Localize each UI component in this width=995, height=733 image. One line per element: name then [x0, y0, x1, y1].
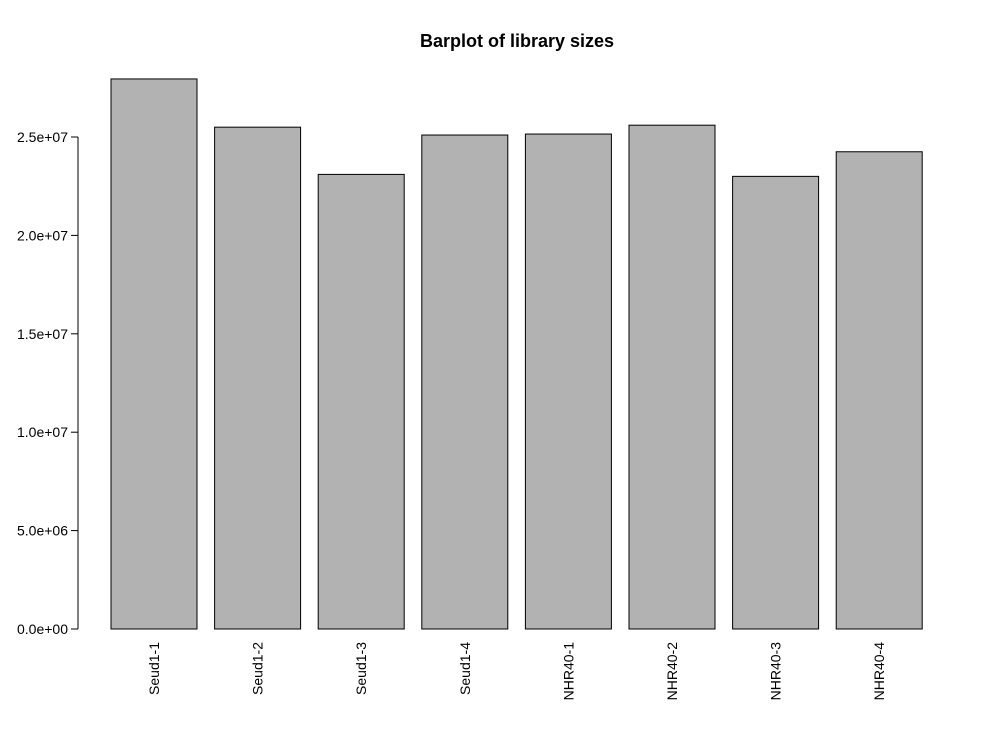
bars-group: [110, 78, 923, 630]
x-tick-label: Seud1-3: [353, 642, 369, 695]
x-tick-label: Seud1-2: [250, 642, 266, 695]
chart-title: Barplot of library sizes: [420, 31, 614, 51]
y-tick-label: 2.5e+07: [17, 129, 68, 145]
x-tick-label: NHR40-2: [664, 642, 680, 701]
y-tick-label: 1.5e+07: [17, 326, 68, 342]
y-tick-label: 5.0e+06: [17, 523, 68, 539]
bar-nhr40-4: [835, 151, 923, 630]
x-tick-label: NHR40-4: [871, 642, 887, 701]
bar-seud1-3: [317, 173, 405, 630]
y-tick-label: 0.0e+00: [17, 621, 68, 637]
bar-nhr40-2: [628, 124, 716, 630]
bar-seud1-2: [214, 126, 302, 630]
bar-seud1-4: [421, 134, 509, 630]
x-tick-label: NHR40-3: [768, 642, 784, 701]
x-tick-label: Seud1-1: [146, 642, 162, 695]
x-tick-label: Seud1-4: [457, 642, 473, 695]
x-axis-labels: Seud1-1 Seud1-2 Seud1-3 Seud1-4 NHR40-1 NHR40…: [146, 642, 887, 701]
bar-nhr40-3: [732, 175, 820, 630]
y-tick-label: 1.0e+07: [17, 424, 68, 440]
bar-nhr40-1: [524, 133, 612, 630]
x-tick-label: NHR40-1: [560, 642, 576, 701]
y-axis: 0.0e+00 5.0e+06 1.0e+07 1.5e+07 2.0e+07 2.5e+…: [17, 129, 79, 637]
bar-seud1-1: [110, 78, 198, 630]
y-tick-label: 2.0e+07: [17, 227, 68, 243]
